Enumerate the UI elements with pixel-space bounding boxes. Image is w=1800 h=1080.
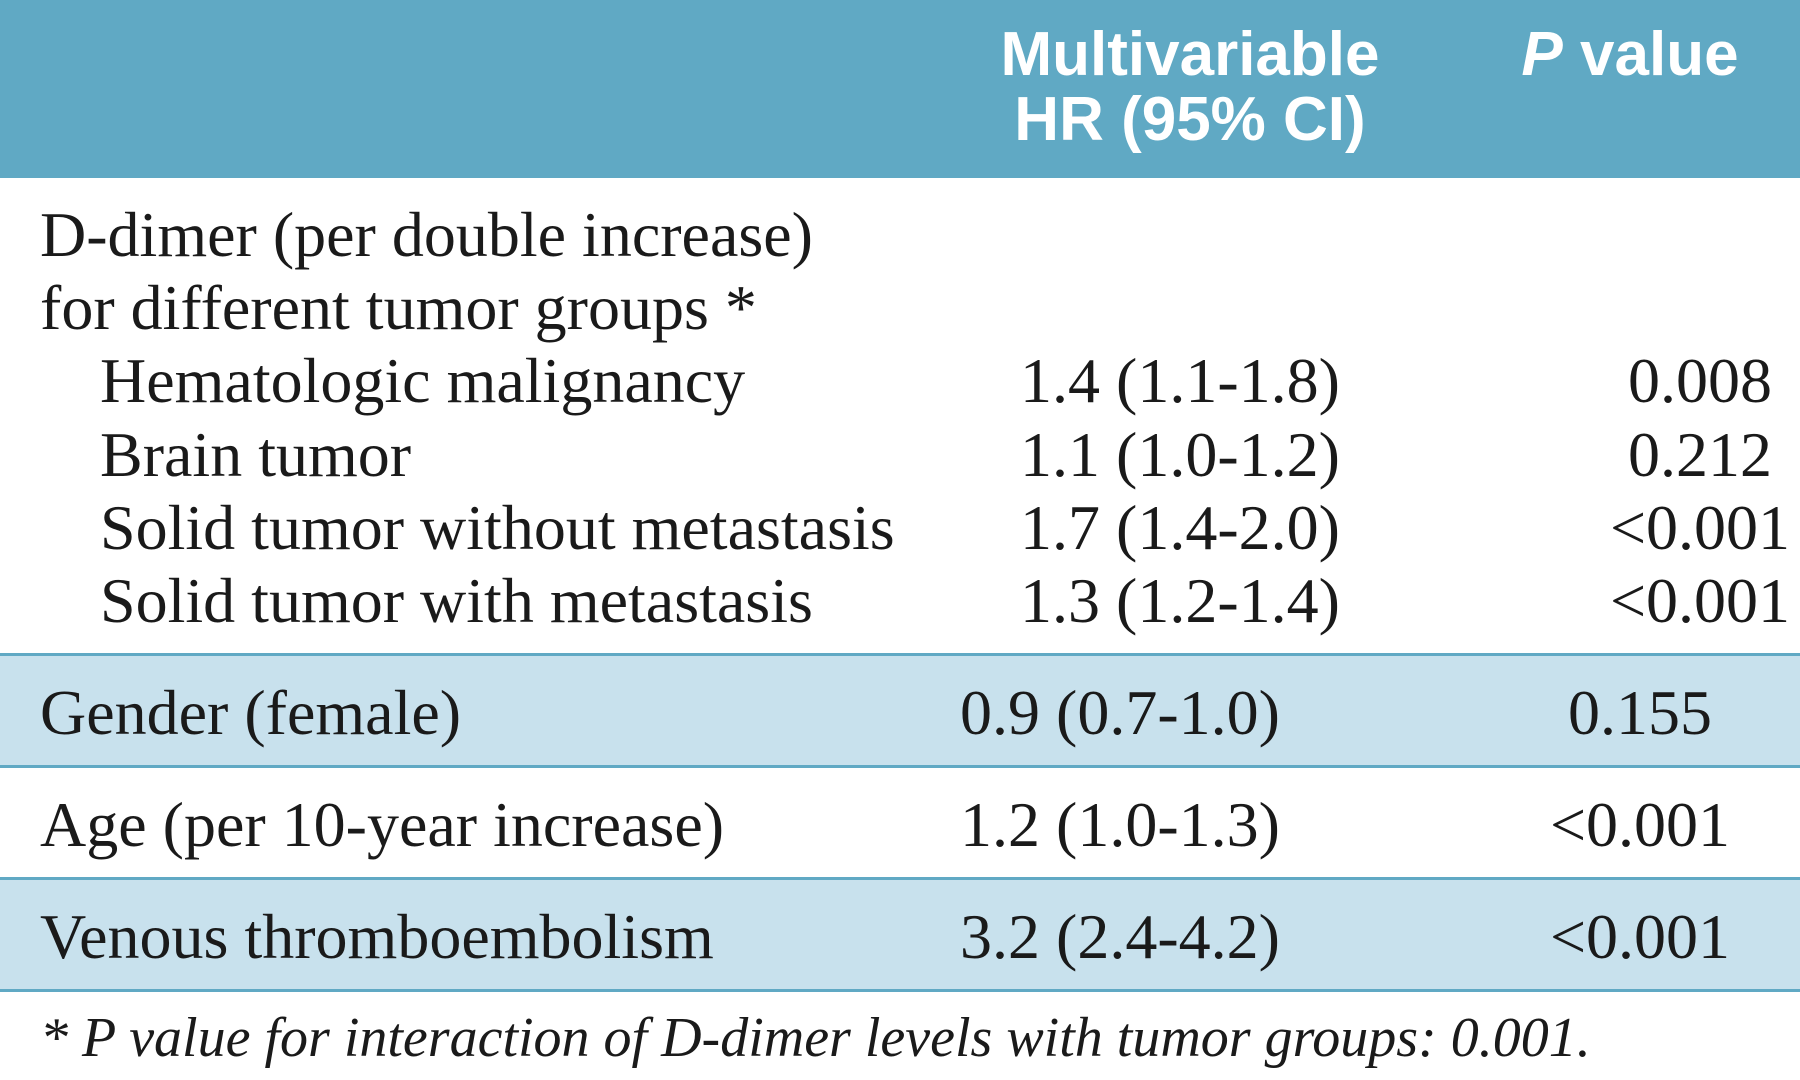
table-row: Gender (female) 0.9 (0.7-1.0) 0.155 [0, 653, 1800, 765]
ddimer-section: D-dimer (per double increase) for differ… [0, 178, 1800, 653]
table-row: Venous thromboembolism 3.2 (2.4-4.2) <0.… [0, 877, 1800, 989]
table-row: Solid tumor without metastasis 1.7 (1.4-… [40, 491, 1760, 564]
table-body: D-dimer (per double increase) for differ… [0, 178, 1800, 989]
header-p-suffix: value [1563, 20, 1739, 89]
cell-label: Gender (female) [40, 678, 920, 747]
table-row: Hematologic malignancy 1.4 (1.1-1.8) 0.0… [40, 344, 1760, 417]
cell-label: Solid tumor with metastasis [40, 566, 980, 635]
cell-hr: 0.9 (0.7-1.0) [920, 678, 1480, 747]
cell-label: Brain tumor [40, 420, 980, 489]
cell-p: 0.155 [1480, 678, 1800, 747]
cell-p: <0.001 [1540, 566, 1800, 635]
section-heading-line1: D-dimer (per double increase) [40, 200, 920, 269]
cell-p: 0.212 [1540, 420, 1800, 489]
cell-p: <0.001 [1480, 790, 1800, 859]
cell-p: <0.001 [1540, 493, 1800, 562]
cell-label: Age (per 10-year increase) [40, 790, 920, 859]
cell-label: Hematologic malignancy [40, 346, 980, 415]
cell-hr: 1.2 (1.0-1.3) [920, 790, 1480, 859]
cell-hr: 1.1 (1.0-1.2) [980, 420, 1540, 489]
header-cell-pvalue: P value [1460, 22, 1800, 87]
hazard-ratio-table: Multivariable HR (95% CI) P value D-dime… [0, 0, 1800, 1080]
cell-hr: 1.3 (1.2-1.4) [980, 566, 1540, 635]
section-heading-line2: for different tumor groups * [40, 273, 920, 342]
table-footnote: * P value for interaction of D-dimer lev… [0, 989, 1800, 1080]
cell-hr: 1.4 (1.1-1.8) [980, 346, 1540, 415]
table-row: Brain tumor 1.1 (1.0-1.2) 0.212 [40, 418, 1760, 491]
header-p-italic: P [1521, 20, 1562, 89]
cell-label: Venous thromboembolism [40, 902, 920, 971]
header-hr-line2: HR (95% CI) [930, 87, 1450, 152]
section-heading-row-2: for different tumor groups * [40, 271, 1760, 344]
cell-label: Solid tumor without metastasis [40, 493, 980, 562]
header-cell-hr: Multivariable HR (95% CI) [920, 22, 1460, 152]
header-hr-line1: Multivariable [930, 22, 1450, 87]
cell-hr: 1.7 (1.4-2.0) [980, 493, 1540, 562]
section-heading-row: D-dimer (per double increase) [40, 198, 1760, 271]
table-row: Age (per 10-year increase) 1.2 (1.0-1.3)… [0, 765, 1800, 877]
cell-hr: 3.2 (2.4-4.2) [920, 902, 1480, 971]
table-row: Solid tumor with metastasis 1.3 (1.2-1.4… [40, 564, 1760, 637]
cell-p: 0.008 [1540, 346, 1800, 415]
cell-p: <0.001 [1480, 902, 1800, 971]
table-header-row: Multivariable HR (95% CI) P value [0, 0, 1800, 178]
